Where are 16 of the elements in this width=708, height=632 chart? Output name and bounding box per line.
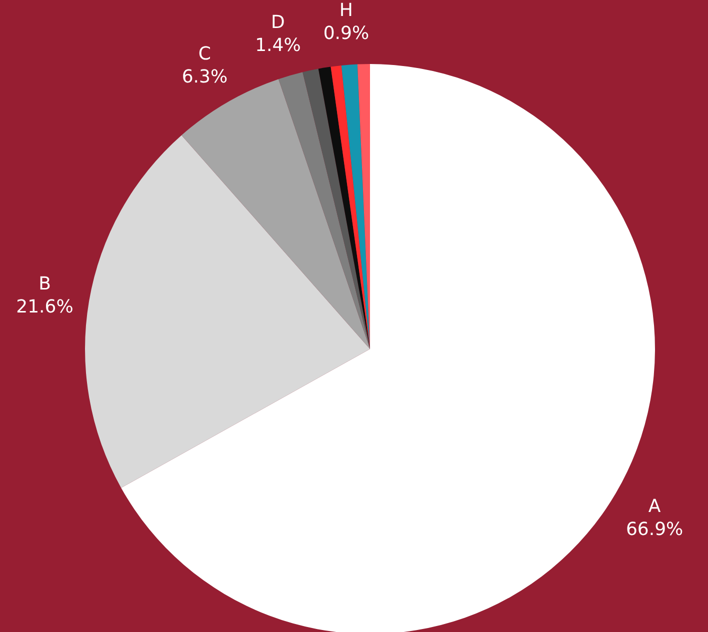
pie-slice bbox=[85, 135, 370, 488]
pie-slice bbox=[318, 66, 370, 349]
pie-slice bbox=[302, 68, 370, 349]
pie-slice bbox=[341, 64, 370, 349]
slice-label: B bbox=[38, 273, 51, 294]
slice-label: C bbox=[198, 43, 211, 64]
slice-label: D bbox=[270, 12, 285, 34]
slice-label: A bbox=[648, 496, 662, 518]
data-label: 21.6% bbox=[16, 296, 74, 318]
data-label: 0.9% bbox=[323, 22, 370, 44]
pie-slice bbox=[278, 72, 370, 349]
pie-slice bbox=[330, 65, 370, 349]
slice-label: H bbox=[339, 0, 353, 21]
data-label: 6.3% bbox=[182, 66, 228, 88]
data-label: 1.4% bbox=[255, 35, 301, 56]
data-label: 66.9% bbox=[626, 519, 684, 540]
